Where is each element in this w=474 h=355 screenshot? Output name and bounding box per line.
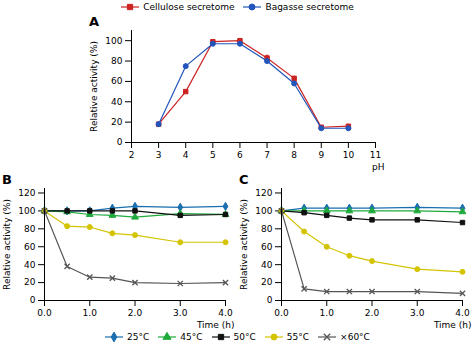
svg-text:1.0: 1.0	[83, 308, 98, 318]
svg-text:7: 7	[264, 150, 270, 160]
svg-text:pH: pH	[372, 162, 384, 172]
svg-text:1.0: 1.0	[320, 308, 335, 318]
svg-text:Relative activity (%): Relative activity (%)	[239, 199, 249, 290]
svg-text:80: 80	[24, 224, 36, 234]
svg-text:2.0: 2.0	[365, 308, 380, 318]
svg-text:5: 5	[210, 150, 216, 160]
svg-text:40: 40	[261, 260, 273, 270]
svg-text:Relative activity (%): Relative activity (%)	[2, 199, 12, 290]
svg-text:0.0: 0.0	[37, 308, 52, 318]
html-text:Cellulose secretome: Cellulose secretome	[143, 2, 235, 12]
svg-text:60: 60	[261, 242, 273, 252]
svg-text:3.0: 3.0	[410, 308, 425, 318]
svg-text:3: 3	[156, 150, 162, 160]
svg-text:3.0: 3.0	[173, 308, 188, 318]
svg-text:Relative activity (%): Relative activity (%)	[89, 41, 99, 132]
svg-text:8: 8	[291, 150, 297, 160]
svg-text:11: 11	[370, 150, 381, 160]
svg-text:Time (h): Time (h)	[196, 320, 235, 330]
html-text:B: B	[2, 172, 12, 187]
svg-text:100: 100	[105, 36, 122, 46]
svg-text:80: 80	[261, 224, 273, 234]
svg-text:20: 20	[24, 277, 36, 287]
svg-text:40: 40	[24, 260, 36, 270]
svg-text:20: 20	[111, 117, 123, 127]
html-text:A: A	[89, 14, 100, 29]
html-text:45°C: 45°C	[180, 332, 203, 342]
svg-text:6: 6	[237, 150, 243, 160]
svg-text:4: 4	[183, 150, 189, 160]
svg-text:80: 80	[111, 56, 123, 66]
svg-text:60: 60	[111, 76, 123, 86]
svg-text:0: 0	[30, 295, 36, 305]
html-text:55°C: 55°C	[286, 332, 310, 342]
svg-text:0: 0	[117, 137, 123, 147]
svg-text:10: 10	[343, 150, 355, 160]
html-text:50°C: 50°C	[233, 332, 256, 342]
svg-text:0.0: 0.0	[274, 308, 289, 318]
html-text:Bagasse secretome: Bagasse secretome	[265, 2, 354, 12]
svg-text:100: 100	[18, 206, 35, 216]
svg-text:120: 120	[255, 188, 272, 198]
svg-text:2: 2	[129, 150, 135, 160]
svg-text:Time (h): Time (h)	[433, 320, 472, 330]
svg-text:100: 100	[255, 206, 272, 216]
svg-text:120: 120	[18, 188, 35, 198]
svg-text:9: 9	[318, 150, 324, 160]
svg-text:0: 0	[267, 295, 273, 305]
html-text:C: C	[239, 172, 249, 187]
svg-text:60: 60	[24, 242, 36, 252]
svg-text:20: 20	[261, 277, 273, 287]
html-text:25°C: 25°C	[127, 332, 150, 342]
svg-text:40: 40	[111, 97, 123, 107]
html-text:×60°C: ×60°C	[340, 332, 370, 342]
svg-text:2.0: 2.0	[128, 308, 143, 318]
svg-text:4.0: 4.0	[218, 308, 233, 318]
svg-text:4.0: 4.0	[455, 308, 470, 318]
